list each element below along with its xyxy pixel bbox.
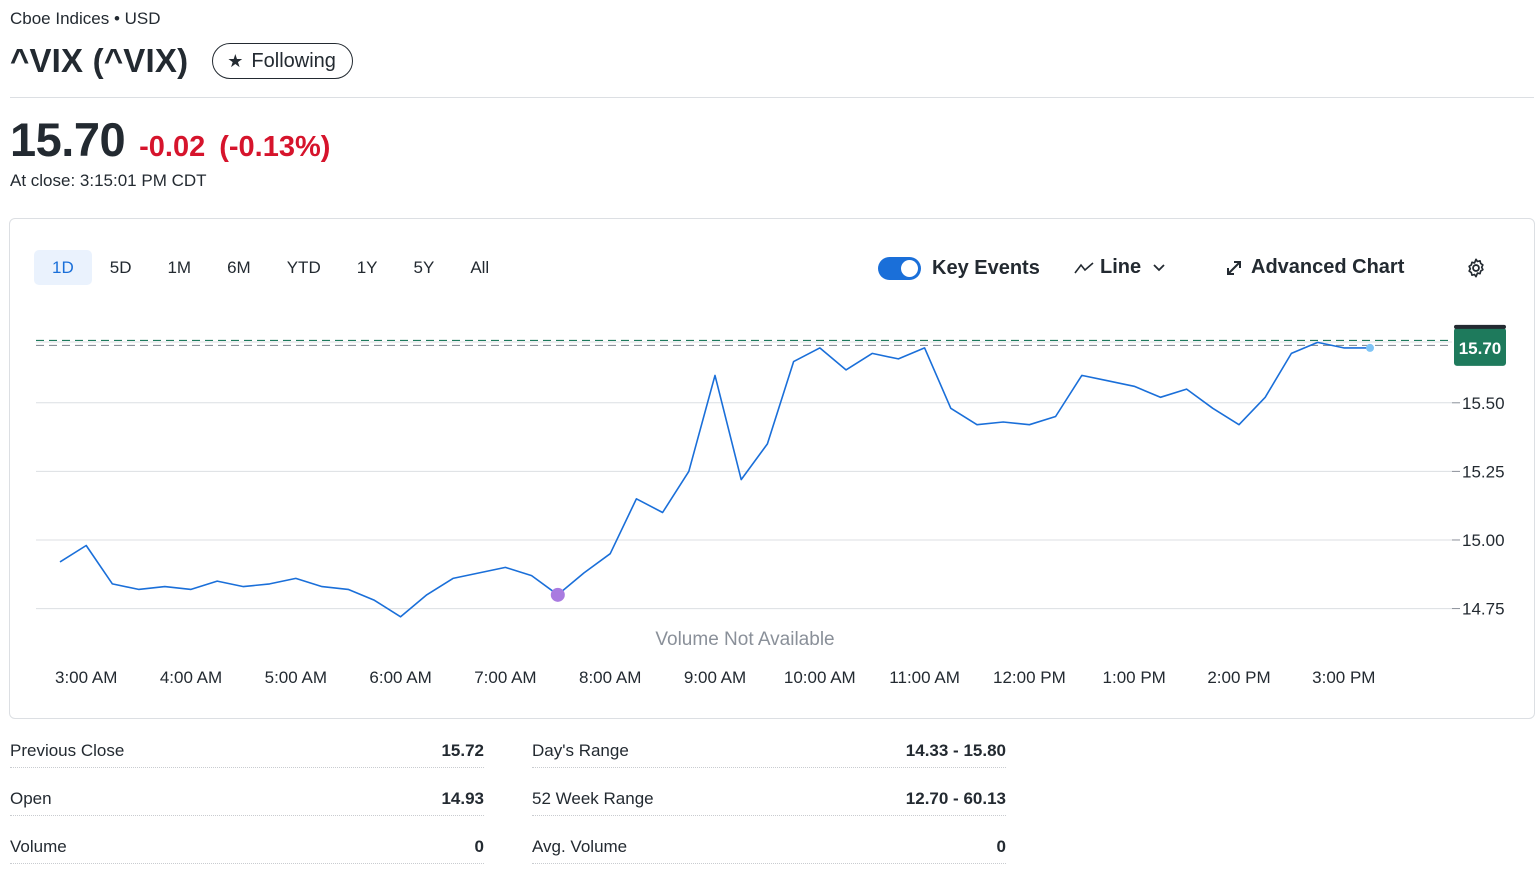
x-tick-label: 6:00 AM <box>369 668 431 687</box>
stat-row: Avg. Volume 0 <box>532 831 1006 864</box>
stat-label: Volume <box>10 837 67 856</box>
stat-label: Avg. Volume <box>532 837 628 856</box>
key-events-label: Key Events <box>932 257 1040 279</box>
current-price-badge <box>1454 327 1506 366</box>
range-5y[interactable]: 5Y <box>413 257 435 277</box>
price-line-series <box>59 341 1370 618</box>
badge-top-accent <box>1454 324 1506 329</box>
header-divider <box>10 97 1534 98</box>
gear-icon[interactable] <box>1465 257 1487 279</box>
x-tick-label: 5:00 AM <box>265 668 327 687</box>
key-events-toggle[interactable] <box>878 257 921 280</box>
x-tick-label: 4:00 AM <box>160 668 222 687</box>
ticker-title: ^VIX (^VIX) <box>10 42 189 79</box>
expand-icon <box>1227 260 1241 275</box>
range-1y[interactable]: 1Y <box>356 257 378 277</box>
advanced-chart-button[interactable]: Advanced Chart <box>1225 256 1404 279</box>
stat-row: 52 Week Range 12.70 - 60.13 <box>532 783 1006 816</box>
y-tick-label: 15.00 <box>1462 531 1505 550</box>
x-tick-label: 10:00 AM <box>784 668 856 687</box>
price-change-percent: (-0.13%) <box>219 131 331 163</box>
stat-row: Previous Close 15.72 <box>10 735 484 768</box>
stat-row: Volume 0 <box>10 831 484 864</box>
current-price: 15.70 <box>10 113 126 166</box>
price-chart[interactable]: 15.50 15.25 15.00 14.75 15.70 Volume Not Avai… <box>10 219 1536 720</box>
key-event-marker[interactable] <box>550 587 565 602</box>
y-tick-label: 14.75 <box>1462 600 1505 619</box>
stat-label: 52 Week Range <box>532 789 654 808</box>
x-tick-label: 7:00 AM <box>474 668 536 687</box>
y-tick-label: 15.50 <box>1462 394 1505 413</box>
stat-value: 0 <box>996 837 1006 856</box>
current-price-badge-label: 15.70 <box>1459 339 1502 358</box>
stat-label: Previous Close <box>10 741 125 760</box>
last-price-dot <box>1366 343 1374 352</box>
stat-label: Open <box>10 789 52 808</box>
range-5d[interactable]: 5D <box>109 257 132 277</box>
following-button[interactable]: ★ Following <box>212 43 353 79</box>
x-tick-label: 2:00 PM <box>1207 668 1270 687</box>
following-label: Following <box>251 49 336 72</box>
line-chart-icon <box>1074 261 1094 273</box>
x-tick-label: 3:00 PM <box>1312 668 1375 687</box>
x-tick-label: 12:00 PM <box>993 668 1066 687</box>
close-time: At close: 3:15:01 PM CDT <box>10 171 207 190</box>
x-tick-label: 11:00 AM <box>889 668 960 687</box>
range-all[interactable]: All <box>470 257 490 277</box>
stat-value: 14.93 <box>441 789 484 808</box>
range-ytd[interactable]: YTD <box>286 257 321 277</box>
advanced-chart-label: Advanced Chart <box>1251 256 1405 278</box>
y-tick-label: 15.25 <box>1462 462 1505 481</box>
stat-value: 14.33 - 15.80 <box>905 741 1006 760</box>
stat-value: 12.70 - 60.13 <box>905 789 1006 808</box>
price-row: 15.70 -0.02 (-0.13%) <box>10 112 330 167</box>
stat-label: Day's Range <box>532 741 629 760</box>
range-1m[interactable]: 1M <box>167 257 192 277</box>
range-6m[interactable]: 6M <box>227 257 251 277</box>
stat-value: 0 <box>474 837 484 856</box>
toggle-knob <box>901 260 918 277</box>
volume-not-available: Volume Not Available <box>655 629 834 650</box>
stat-value: 15.72 <box>441 741 484 760</box>
price-change: -0.02 <box>139 131 206 163</box>
x-tick-label: 8:00 AM <box>579 668 641 687</box>
x-tick-label: 3:00 AM <box>55 668 117 687</box>
title-row: ^VIX (^VIX) ★ Following <box>10 42 353 80</box>
range-selector: 1D 5D 1M 6M YTD 1Y 5Y All <box>34 250 507 285</box>
x-tick-label: 9:00 AM <box>684 668 746 687</box>
chart-card: 15.50 15.25 15.00 14.75 15.70 Volume Not Avai… <box>9 218 1535 719</box>
stat-row: Day's Range 14.33 - 15.80 <box>532 735 1006 768</box>
stat-row: Open 14.93 <box>10 783 484 816</box>
range-1d[interactable]: 1D <box>34 250 92 285</box>
exchange-label: Cboe Indices • USD <box>10 9 161 28</box>
chevron-down-icon <box>1153 263 1165 271</box>
chart-type-label: Line <box>1100 256 1142 278</box>
chart-type-dropdown[interactable]: Line <box>1074 256 1165 279</box>
x-tick-label: 1:00 PM <box>1103 668 1166 687</box>
star-icon: ★ <box>227 50 244 71</box>
